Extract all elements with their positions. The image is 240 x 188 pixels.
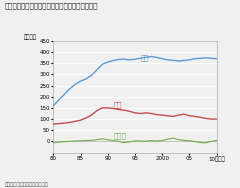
Text: 消費: 消費 — [140, 54, 149, 61]
Text: （兆円）: （兆円） — [24, 34, 37, 40]
Text: 【図表１】消費、投資、純輸出の推移（名目値）: 【図表１】消費、投資、純輸出の推移（名目値） — [5, 3, 98, 9]
Text: 資料：内閣府「国民経済計算」: 資料：内閣府「国民経済計算」 — [5, 182, 48, 187]
Text: 純輸出: 純輸出 — [113, 132, 126, 139]
Text: 投資: 投資 — [113, 101, 122, 108]
